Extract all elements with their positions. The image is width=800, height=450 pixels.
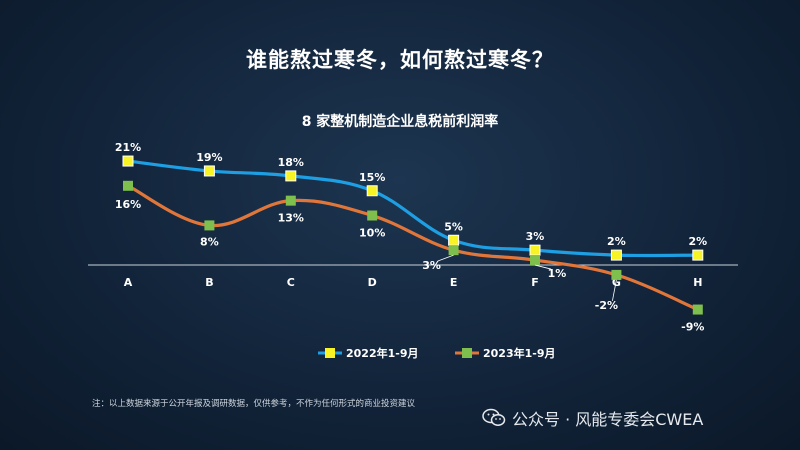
data-label-2022-f: 3% xyxy=(526,230,545,243)
point-2022-b xyxy=(203,165,215,177)
data-label-2023-e: 3% xyxy=(422,259,441,272)
leader-line-2023-f xyxy=(534,264,552,270)
point-2023-b xyxy=(204,220,215,231)
point-2023-h xyxy=(692,304,703,315)
point-2023-f xyxy=(530,255,540,266)
point-2023-d xyxy=(367,210,378,221)
point-2023-g xyxy=(611,269,622,280)
point-2023-c xyxy=(285,195,296,206)
x-tick-label-b: B xyxy=(205,276,213,289)
data-label-2023-g: -2% xyxy=(595,299,618,312)
data-label-2023-d: 10% xyxy=(359,227,385,240)
data-label-2023-h: -9% xyxy=(681,321,704,334)
series-line-2022 xyxy=(126,159,700,258)
leader-line-2023-e xyxy=(437,254,454,262)
x-tick-label-c: C xyxy=(287,276,295,289)
watermark: 公众号 · 风能专委会CWEA xyxy=(482,406,703,430)
series-line-2023 xyxy=(126,184,700,312)
data-label-2023-a: 16% xyxy=(115,198,141,211)
x-tick-label-g: G xyxy=(612,276,621,289)
point-2022-g xyxy=(610,249,622,261)
point-2022-f xyxy=(529,244,541,256)
x-tick-label-a: A xyxy=(124,276,133,289)
point-2022-e xyxy=(448,234,460,246)
data-label-2022-b: 19% xyxy=(196,151,222,164)
point-2023-e xyxy=(448,245,459,256)
x-tick-label-h: H xyxy=(693,276,702,289)
x-tick-label-f: F xyxy=(531,276,539,289)
point-2023-a xyxy=(123,180,133,191)
slide-title: 谁能熬过寒冬，如何熬过寒冬？ xyxy=(246,48,554,72)
x-tick-label-d: D xyxy=(368,276,377,289)
data-label-2022-d: 15% xyxy=(359,171,385,184)
x-tick-label-e: E xyxy=(450,276,458,289)
data-label-2023-f: 1% xyxy=(548,267,567,280)
point-2022-h xyxy=(692,249,704,261)
data-label-2022-c: 18% xyxy=(278,156,304,169)
legend-label-2022: 2022年1-9月 xyxy=(346,346,419,360)
legend-label-2023: 2023年1-9月 xyxy=(483,346,556,360)
data-label-2022-e: 5% xyxy=(444,220,463,233)
point-2022-c xyxy=(285,170,297,182)
legend-marker-2022 xyxy=(325,348,335,358)
point-2022-d xyxy=(366,185,378,197)
leader-line-2023-g xyxy=(612,279,617,301)
wechat-icon xyxy=(482,408,506,426)
point-2022-a xyxy=(122,155,134,167)
data-label-2022-g: 2% xyxy=(607,235,626,248)
footnote: 注：以上数据来源于公开年报及调研数据，仅供参考，不作为任何形式的商业投资建议 xyxy=(92,399,416,409)
watermark-text: 公众号 · 风能专委会CWEA xyxy=(512,410,704,429)
data-label-2023-b: 8% xyxy=(200,235,219,248)
legend-marker-2023 xyxy=(462,348,472,358)
chart-title: 8 家整机制造企业息税前利润率 xyxy=(301,114,499,130)
data-label-2023-c: 13% xyxy=(278,212,304,225)
data-label-2022-a: 21% xyxy=(115,141,141,154)
data-label-2022-h: 2% xyxy=(688,235,707,248)
